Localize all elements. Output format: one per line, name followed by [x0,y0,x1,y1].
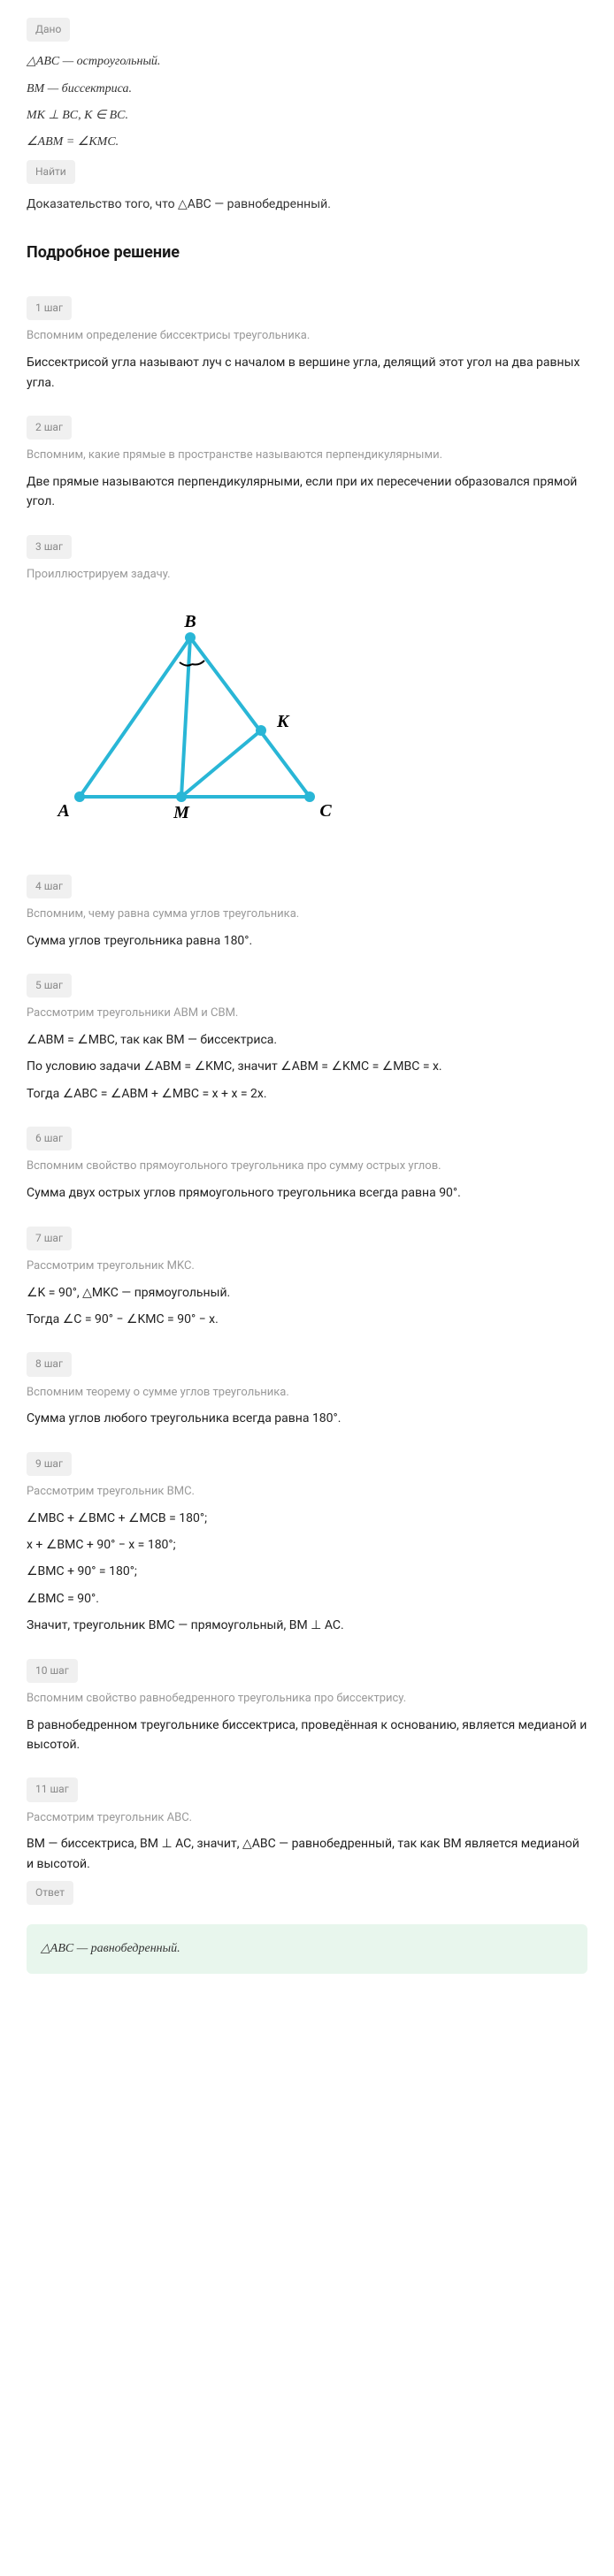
step-hint: Рассмотрим треугольник BMC. [27,1483,587,1502]
given-tag: Дано [27,18,70,42]
step-tag: 8 шаг [27,1352,72,1376]
step-hint: Вспомним свойство равнобедренного треуго… [27,1690,587,1708]
solution-title: Подробное решение [27,241,587,266]
step-para: В равнобедренном треугольнике биссектрис… [27,1716,587,1755]
step-para: Значит, треугольник BMC — прямоугольный,… [27,1616,587,1635]
given-line: MK ⊥ BC, K ∈ BC. [27,106,587,126]
step-tag: 1 шаг [27,296,72,320]
step-tag: 3 шаг [27,535,72,559]
step-para: Две прямые называются перпендикулярными,… [27,472,587,512]
step-para: ∠K = 90°, △MKC — прямоугольный. [27,1283,587,1303]
step-hint: Рассмотрим треугольники ABM и CBM. [27,1005,587,1023]
step-hint: Проиллюстрируем задачу. [27,566,587,585]
step-tag: 4 шаг [27,875,72,898]
step-para: Тогда ∠ABC = ∠ABM + ∠MBC = x + x = 2x. [27,1084,587,1104]
answer-box: △ABC — равнобедренный. [27,1924,587,1973]
answer-tag: Ответ [27,1881,73,1905]
step-para: x + ∠BMC + 90° − x = 180°; [27,1535,587,1555]
svg-text:B: B [183,612,196,631]
svg-text:C: C [319,801,332,821]
step-tag: 5 шаг [27,974,72,998]
step-tag: 11 шаг [27,1777,78,1801]
step-para: Сумма двух острых углов прямоугольного т… [27,1183,587,1203]
step-hint: Вспомним определение биссектрисы треугол… [27,327,587,346]
step-para: Биссектрисой угла называют луч с началом… [27,353,587,393]
answer-text: △ABC — равнобедренный. [41,1942,180,1955]
given-line: BM — биссектриса. [27,80,587,99]
step-para: Тогда ∠C = 90° − ∠KMC = 90° − x. [27,1310,587,1329]
step-hint: Рассмотрим треугольник MKC. [27,1257,587,1276]
step-para: BM — биссектриса, BM ⊥ AC, значит, △ABC … [27,1834,587,1874]
step-para: ∠MBC + ∠BMC + ∠MCB = 180°; [27,1509,587,1528]
step-para: ∠ABM = ∠MBC, так как BM — биссектриса. [27,1030,587,1050]
find-line: Доказательство того, что △ABC — равнобед… [27,195,587,214]
svg-text:A: A [56,801,69,821]
step-hint: Вспомним свойство прямоугольного треугол… [27,1158,587,1176]
svg-text:M: M [173,803,190,822]
step-tag: 6 шаг [27,1127,72,1150]
step-para: По условию задачи ∠ABM = ∠KMC, значит ∠A… [27,1057,587,1076]
triangle-figure: A B C M K [27,602,587,841]
find-tag: Найти [27,160,75,184]
step-para: Сумма углов треугольника равна 180°. [27,931,587,951]
step-tag: 9 шаг [27,1452,72,1476]
step-hint: Вспомним теорему о сумме углов треугольн… [27,1384,587,1403]
step-para: ∠BMC + 90° = 180°; [27,1562,587,1581]
step-tag: 2 шаг [27,416,72,440]
step-tag: 10 шаг [27,1659,78,1683]
given-line: ∠ABM = ∠KMC. [27,133,587,152]
step-para: Сумма углов любого треугольника всегда р… [27,1409,587,1428]
step-para: ∠BMC = 90°. [27,1589,587,1609]
given-line: △ABC — остроугольный. [27,52,587,72]
step-tag: 7 шаг [27,1227,72,1250]
step-hint: Рассмотрим треугольник ABC. [27,1809,587,1828]
step-hint: Вспомним, чему равна сумма углов треугол… [27,906,587,924]
step-hint: Вспомним, какие прямые в пространстве на… [27,447,587,465]
svg-text:K: K [276,712,290,731]
